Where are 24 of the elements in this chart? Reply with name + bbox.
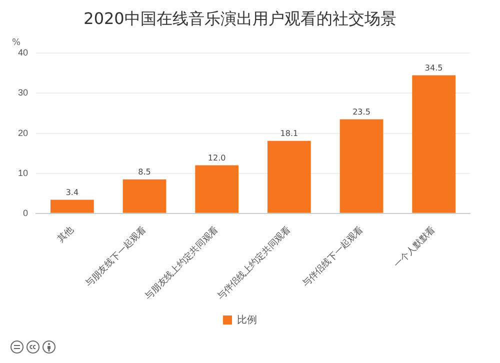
legend-label: 比例: [237, 314, 257, 326]
data-label: 12.0: [208, 153, 226, 162]
y-tick-label: 30: [18, 88, 28, 98]
bar: [50, 200, 94, 213]
x-tick-label: 其他: [56, 224, 76, 244]
data-label: 34.5: [424, 63, 443, 72]
y-tick-label: 20: [18, 128, 28, 138]
bar: [195, 165, 239, 213]
y-tick-label: 0: [22, 208, 28, 218]
bar: [267, 140, 311, 213]
y-axis-title: %: [12, 38, 21, 48]
x-tick-label: 与伴侣线下一起观看: [300, 224, 365, 289]
y-tick-label: 10: [18, 168, 28, 178]
data-label: 18.1: [280, 128, 298, 138]
chart-title: 2020中国在线音乐演出用户观看的社交场景: [84, 8, 396, 28]
data-label: 8.5: [138, 167, 151, 176]
x-tick-label: 一个人默默看: [392, 224, 438, 270]
x-tick-label: 与朋友线下一起观看: [83, 224, 148, 289]
data-label: 3.4: [66, 188, 79, 197]
bar: [412, 75, 456, 213]
data-label: 23.5: [352, 107, 370, 116]
bar: [122, 179, 166, 213]
y-tick-label: 40: [18, 48, 28, 58]
bar: [340, 119, 384, 213]
